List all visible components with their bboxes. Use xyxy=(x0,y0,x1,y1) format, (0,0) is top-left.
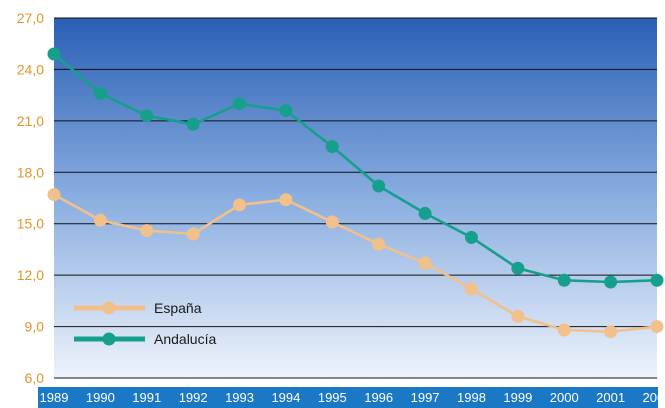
x-tick-label: 1997 xyxy=(411,390,440,405)
data-point xyxy=(418,206,432,220)
y-tick-label: 6,0 xyxy=(25,370,45,386)
y-tick-label: 27,0 xyxy=(17,10,44,26)
data-point xyxy=(186,117,200,131)
x-tick-label: 2000 xyxy=(550,390,579,405)
y-tick-label: 9,0 xyxy=(25,319,45,335)
data-point xyxy=(233,198,247,212)
x-tick-label: 1993 xyxy=(225,390,254,405)
x-tick-label: 1989 xyxy=(40,390,69,405)
data-point xyxy=(372,237,386,251)
legend-swatch-marker xyxy=(102,301,116,315)
data-point xyxy=(47,47,61,61)
y-tick-label: 18,0 xyxy=(17,164,44,180)
data-point xyxy=(93,213,107,227)
data-point xyxy=(511,261,525,275)
data-point xyxy=(650,320,664,334)
x-tick-label: 1995 xyxy=(318,390,347,405)
data-point xyxy=(233,97,247,111)
legend: España Andalucía xyxy=(74,300,216,347)
data-point xyxy=(650,273,664,287)
x-tick-label: 2001 xyxy=(596,390,625,405)
legend-label: Andalucía xyxy=(154,331,216,347)
data-point xyxy=(47,188,61,202)
x-tick-label: 1998 xyxy=(457,390,486,405)
series-line-2 xyxy=(53,53,658,284)
legend-swatch-marker xyxy=(102,332,116,346)
data-point xyxy=(557,273,571,287)
data-point xyxy=(93,86,107,100)
data-point xyxy=(325,215,339,229)
x-tick-label: 1999 xyxy=(503,390,532,405)
y-axis: 6,0 9,0 12,0 15,0 18,0 21,0 24,0 27,0 xyxy=(17,10,44,386)
x-tick-label: 1992 xyxy=(179,390,208,405)
data-point xyxy=(186,227,200,241)
data-point xyxy=(464,230,478,244)
data-point xyxy=(557,323,571,337)
x-tick-label: 1996 xyxy=(364,390,393,405)
y-tick-label: 12,0 xyxy=(17,267,44,283)
data-point xyxy=(372,179,386,193)
y-tick-label: 15,0 xyxy=(17,216,44,232)
legend-label: España xyxy=(154,300,202,316)
series-line-1 xyxy=(53,193,658,334)
data-point xyxy=(604,325,618,339)
data-point xyxy=(279,193,293,207)
data-point xyxy=(140,109,154,123)
data-point xyxy=(464,282,478,296)
data-point xyxy=(325,140,339,154)
x-tick-label: 1991 xyxy=(132,390,161,405)
y-tick-label: 21,0 xyxy=(17,113,44,129)
data-point xyxy=(418,256,432,270)
x-axis-band xyxy=(38,387,658,408)
plot-background xyxy=(54,18,657,378)
x-tick-label: 2002 xyxy=(643,390,665,405)
data-point xyxy=(511,309,525,323)
grid-lines xyxy=(54,17,657,379)
x-tick-label: 1990 xyxy=(86,390,115,405)
data-point xyxy=(279,104,293,118)
series xyxy=(47,47,664,339)
data-point xyxy=(604,275,618,289)
y-tick-label: 24,0 xyxy=(17,61,44,77)
data-point xyxy=(140,224,154,238)
x-axis: 1989 1990 1991 1992 1993 1994 1995 1996 1997 1998… xyxy=(40,390,665,405)
x-tick-label: 1994 xyxy=(271,390,300,405)
